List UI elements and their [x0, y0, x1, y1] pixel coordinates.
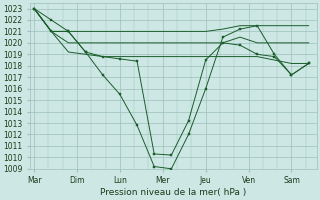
X-axis label: Pression niveau de la mer( hPa ): Pression niveau de la mer( hPa ): [100, 188, 247, 197]
